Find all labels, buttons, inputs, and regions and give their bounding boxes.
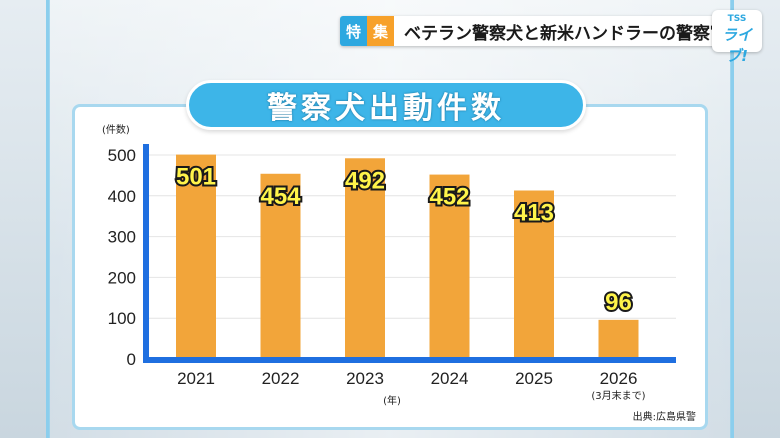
x-axis-unit: (年) — [383, 394, 401, 407]
data-label-2021: 501 — [176, 164, 216, 191]
x-tick-label: 2026 — [600, 369, 638, 388]
decor-stripe — [730, 0, 734, 438]
station-logo: TSS ライブ! — [712, 10, 762, 65]
source-note: 出典:広島県警 — [633, 410, 696, 423]
y-tick-label: 0 — [127, 350, 136, 369]
x-tick-note: (3月末まで) — [591, 389, 645, 402]
data-label-2024: 452 — [429, 184, 469, 211]
y-axis-unit: (件数) — [102, 123, 130, 136]
x-tick-labels: 2021 2022 2023 2024 2025 2026(3月末まで) — [177, 369, 646, 402]
chart-title-pill: 警察犬出動件数 — [186, 80, 586, 130]
x-tick-label: 2025 — [515, 369, 553, 388]
y-tick-label: 400 — [108, 187, 136, 206]
decor-stripe — [46, 0, 50, 438]
data-label-2026: 96 — [605, 289, 632, 316]
data-label-2022: 454 — [260, 183, 301, 210]
bar-2025 — [514, 190, 554, 359]
axes — [143, 144, 676, 363]
logo-top: TSS — [727, 14, 747, 24]
y-tick-label: 300 — [108, 228, 136, 247]
logo-bottom: ライブ! — [721, 26, 752, 65]
feature-tag-2: 集 — [367, 16, 395, 46]
bar-2023 — [345, 158, 385, 359]
data-label-2023: 492 — [345, 167, 385, 194]
x-tick-label: 2024 — [431, 369, 469, 388]
bars — [176, 154, 639, 359]
feature-tag-1: 特 — [340, 16, 368, 46]
headline-text: ベテラン警察犬と新米ハンドラーの警察官 — [394, 16, 738, 46]
chart-title: 警察犬出動件数 — [267, 91, 505, 126]
bar-2021 — [176, 154, 216, 359]
y-tick-label: 100 — [108, 309, 136, 328]
bar-2026 — [598, 319, 639, 359]
y-tick-label: 200 — [108, 268, 136, 287]
bar-2024 — [429, 174, 470, 359]
data-label-2025: 413 — [514, 199, 554, 226]
grid-lines — [146, 154, 676, 319]
bar-2022 — [260, 173, 301, 359]
data-labels: 501 454 492 452 413 96 — [174, 162, 634, 318]
x-tick-label: 2022 — [262, 369, 300, 388]
x-tick-label: 2021 — [177, 369, 215, 388]
x-tick-label: 2023 — [346, 369, 384, 388]
y-tick-label: 500 — [108, 146, 136, 165]
y-tick-labels: 0 100 200 300 400 500 — [108, 146, 136, 369]
headline-banner: 特 集 ベテラン警察犬と新米ハンドラーの警察官 — [340, 16, 738, 46]
